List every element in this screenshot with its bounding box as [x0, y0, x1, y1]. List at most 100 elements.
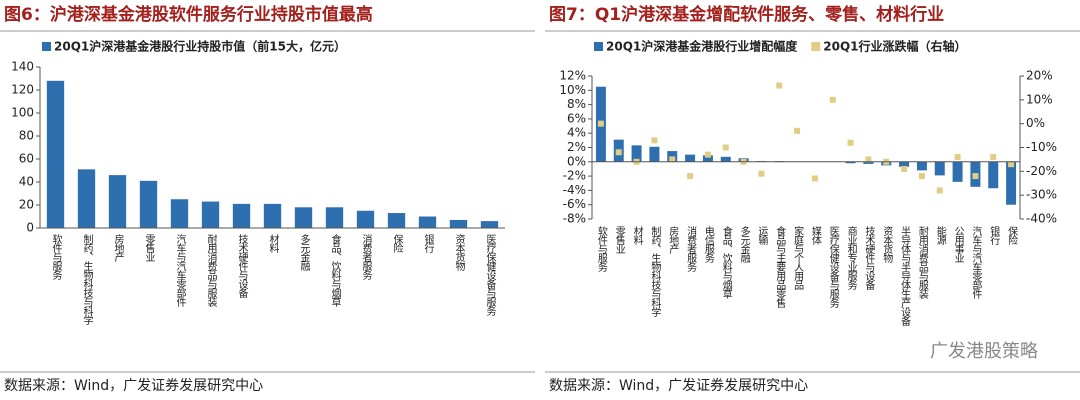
scatter-point — [794, 127, 801, 134]
scatter-point — [597, 120, 604, 127]
bar — [649, 146, 660, 162]
x-tick-label: 半导体与半导体生产设备 — [899, 225, 911, 327]
bar — [325, 207, 344, 228]
x-tick-label: 电信服务 — [702, 225, 714, 264]
scatter-point — [704, 151, 711, 158]
bar — [232, 203, 251, 228]
scatter-point — [669, 156, 676, 163]
y-tick-label: 120 — [11, 83, 34, 97]
bar — [294, 207, 313, 228]
x-tick-label: 资本货物 — [881, 226, 893, 264]
legend-label: 20Q1沪深港基金港股行业增配幅度 — [606, 39, 798, 54]
x-tick-label: 公用事业 — [952, 226, 964, 263]
bar — [631, 145, 642, 162]
x-tick-label: 银行 — [988, 225, 1000, 246]
bar — [77, 169, 96, 228]
y2-tick-label: 20% — [1026, 69, 1053, 83]
x-tick-label: 软件与服务 — [595, 225, 607, 273]
bar — [201, 201, 220, 228]
y-tick-label: -2% — [563, 169, 586, 183]
x-tick-label: 耐用消费品与服装 — [205, 233, 217, 308]
y-tick-label: -4% — [563, 183, 586, 197]
bar — [418, 216, 437, 228]
x-tick-label: 软件与服务 — [50, 233, 62, 281]
scatter-point — [990, 154, 997, 161]
bar — [863, 161, 874, 164]
x-tick-label: 食品与主要用品零售 — [774, 225, 786, 309]
scatter-point — [865, 156, 872, 163]
y2-tick-label: -20% — [1026, 164, 1057, 178]
chart-title: 图6：沪港深基金港股软件服务行业持股市值最高 — [4, 4, 373, 25]
y-tick-label: 40 — [19, 175, 34, 189]
x-tick-label: 运输 — [756, 226, 768, 246]
x-tick-label: 消费者服务 — [360, 233, 372, 281]
scatter-point — [901, 165, 908, 172]
scatter-point — [811, 175, 818, 182]
bar — [916, 161, 927, 171]
scatter-point — [615, 149, 622, 156]
bar — [356, 210, 375, 228]
bar — [899, 161, 910, 167]
legend-label: 20Q1行业涨跌幅（右轴） — [823, 39, 966, 54]
x-tick-label: 消费者服务 — [685, 225, 697, 273]
y2-tick-label: -10% — [1026, 140, 1057, 154]
x-tick-label: 食品、饮料与烟草 — [720, 225, 732, 299]
bar — [170, 199, 189, 228]
scatter-point — [687, 173, 694, 180]
x-tick-label: 银行 — [422, 233, 434, 254]
x-tick-label: 汽车与汽车零部件 — [970, 225, 982, 300]
legend-swatch — [42, 42, 51, 51]
x-tick-label: 多元金融 — [298, 233, 310, 272]
bar — [480, 221, 499, 228]
bar — [934, 161, 945, 176]
bar — [988, 161, 999, 189]
y-tick-label: 100 — [11, 106, 34, 120]
x-tick-label: 医疗保健设备与服务 — [484, 234, 496, 317]
y-tick-label: 140 — [11, 60, 34, 74]
scatter-point — [918, 173, 925, 180]
bar — [952, 161, 963, 182]
y-tick-label: 10% — [559, 83, 586, 97]
scatter-point — [722, 144, 729, 151]
x-tick-label: 耐用消费品与服装 — [916, 225, 928, 300]
x-tick-label: 汽车与汽车零部件 — [174, 233, 186, 308]
x-tick-label: 零售业 — [143, 234, 155, 262]
source: 数据来源：Wind，广发证券发展研究中心 — [4, 378, 263, 394]
x-tick-label: 零售业 — [613, 226, 625, 254]
legend-swatch — [811, 42, 821, 51]
x-tick-label: 材料 — [267, 233, 279, 254]
bar — [845, 161, 856, 164]
y-tick-label: -8% — [563, 212, 586, 226]
x-tick-label: 技术硬件与设备 — [236, 233, 248, 299]
y2-tick-label: -40% — [1026, 212, 1057, 226]
y-tick-label: 0% — [567, 154, 586, 168]
x-tick-label: 媒体 — [809, 226, 821, 246]
scatter-point — [1008, 161, 1015, 168]
chart-title: 图7：Q1沪港深基金增配软件服务、零售、材料行业 — [549, 4, 944, 25]
y-tick-label: 6% — [567, 111, 586, 125]
bar — [263, 203, 282, 228]
bar — [387, 213, 406, 228]
x-tick-label: 保险 — [391, 233, 403, 254]
y-tick-label: 4% — [567, 126, 586, 140]
x-tick-label: 食品、饮料与烟草 — [329, 233, 341, 307]
source: 数据来源：Wind，广发证券发展研究中心 — [549, 378, 808, 394]
scatter-point — [954, 154, 961, 161]
legend-label: 20Q1沪深港基金港股行业持股市值（前15大，亿元） — [54, 39, 346, 54]
x-tick-label: 医疗保健设备与服务 — [827, 226, 839, 309]
x-tick-label: 制药、生物科技与科学 — [649, 225, 661, 317]
x-tick-label: 商业和专业服务 — [845, 225, 857, 291]
x-tick-label: 材料 — [631, 225, 643, 246]
y2-tick-label: -30% — [1026, 188, 1057, 202]
x-tick-label: 技术硬件与设备 — [863, 225, 875, 291]
y-tick-label: 8% — [567, 97, 586, 111]
scatter-point — [776, 82, 783, 89]
y-tick-label: 12% — [559, 69, 586, 83]
bar — [720, 156, 731, 162]
bar — [702, 155, 713, 162]
x-tick-label: 房地产 — [112, 233, 124, 263]
scatter-point — [847, 139, 854, 146]
x-tick-label: 能源 — [934, 225, 946, 246]
